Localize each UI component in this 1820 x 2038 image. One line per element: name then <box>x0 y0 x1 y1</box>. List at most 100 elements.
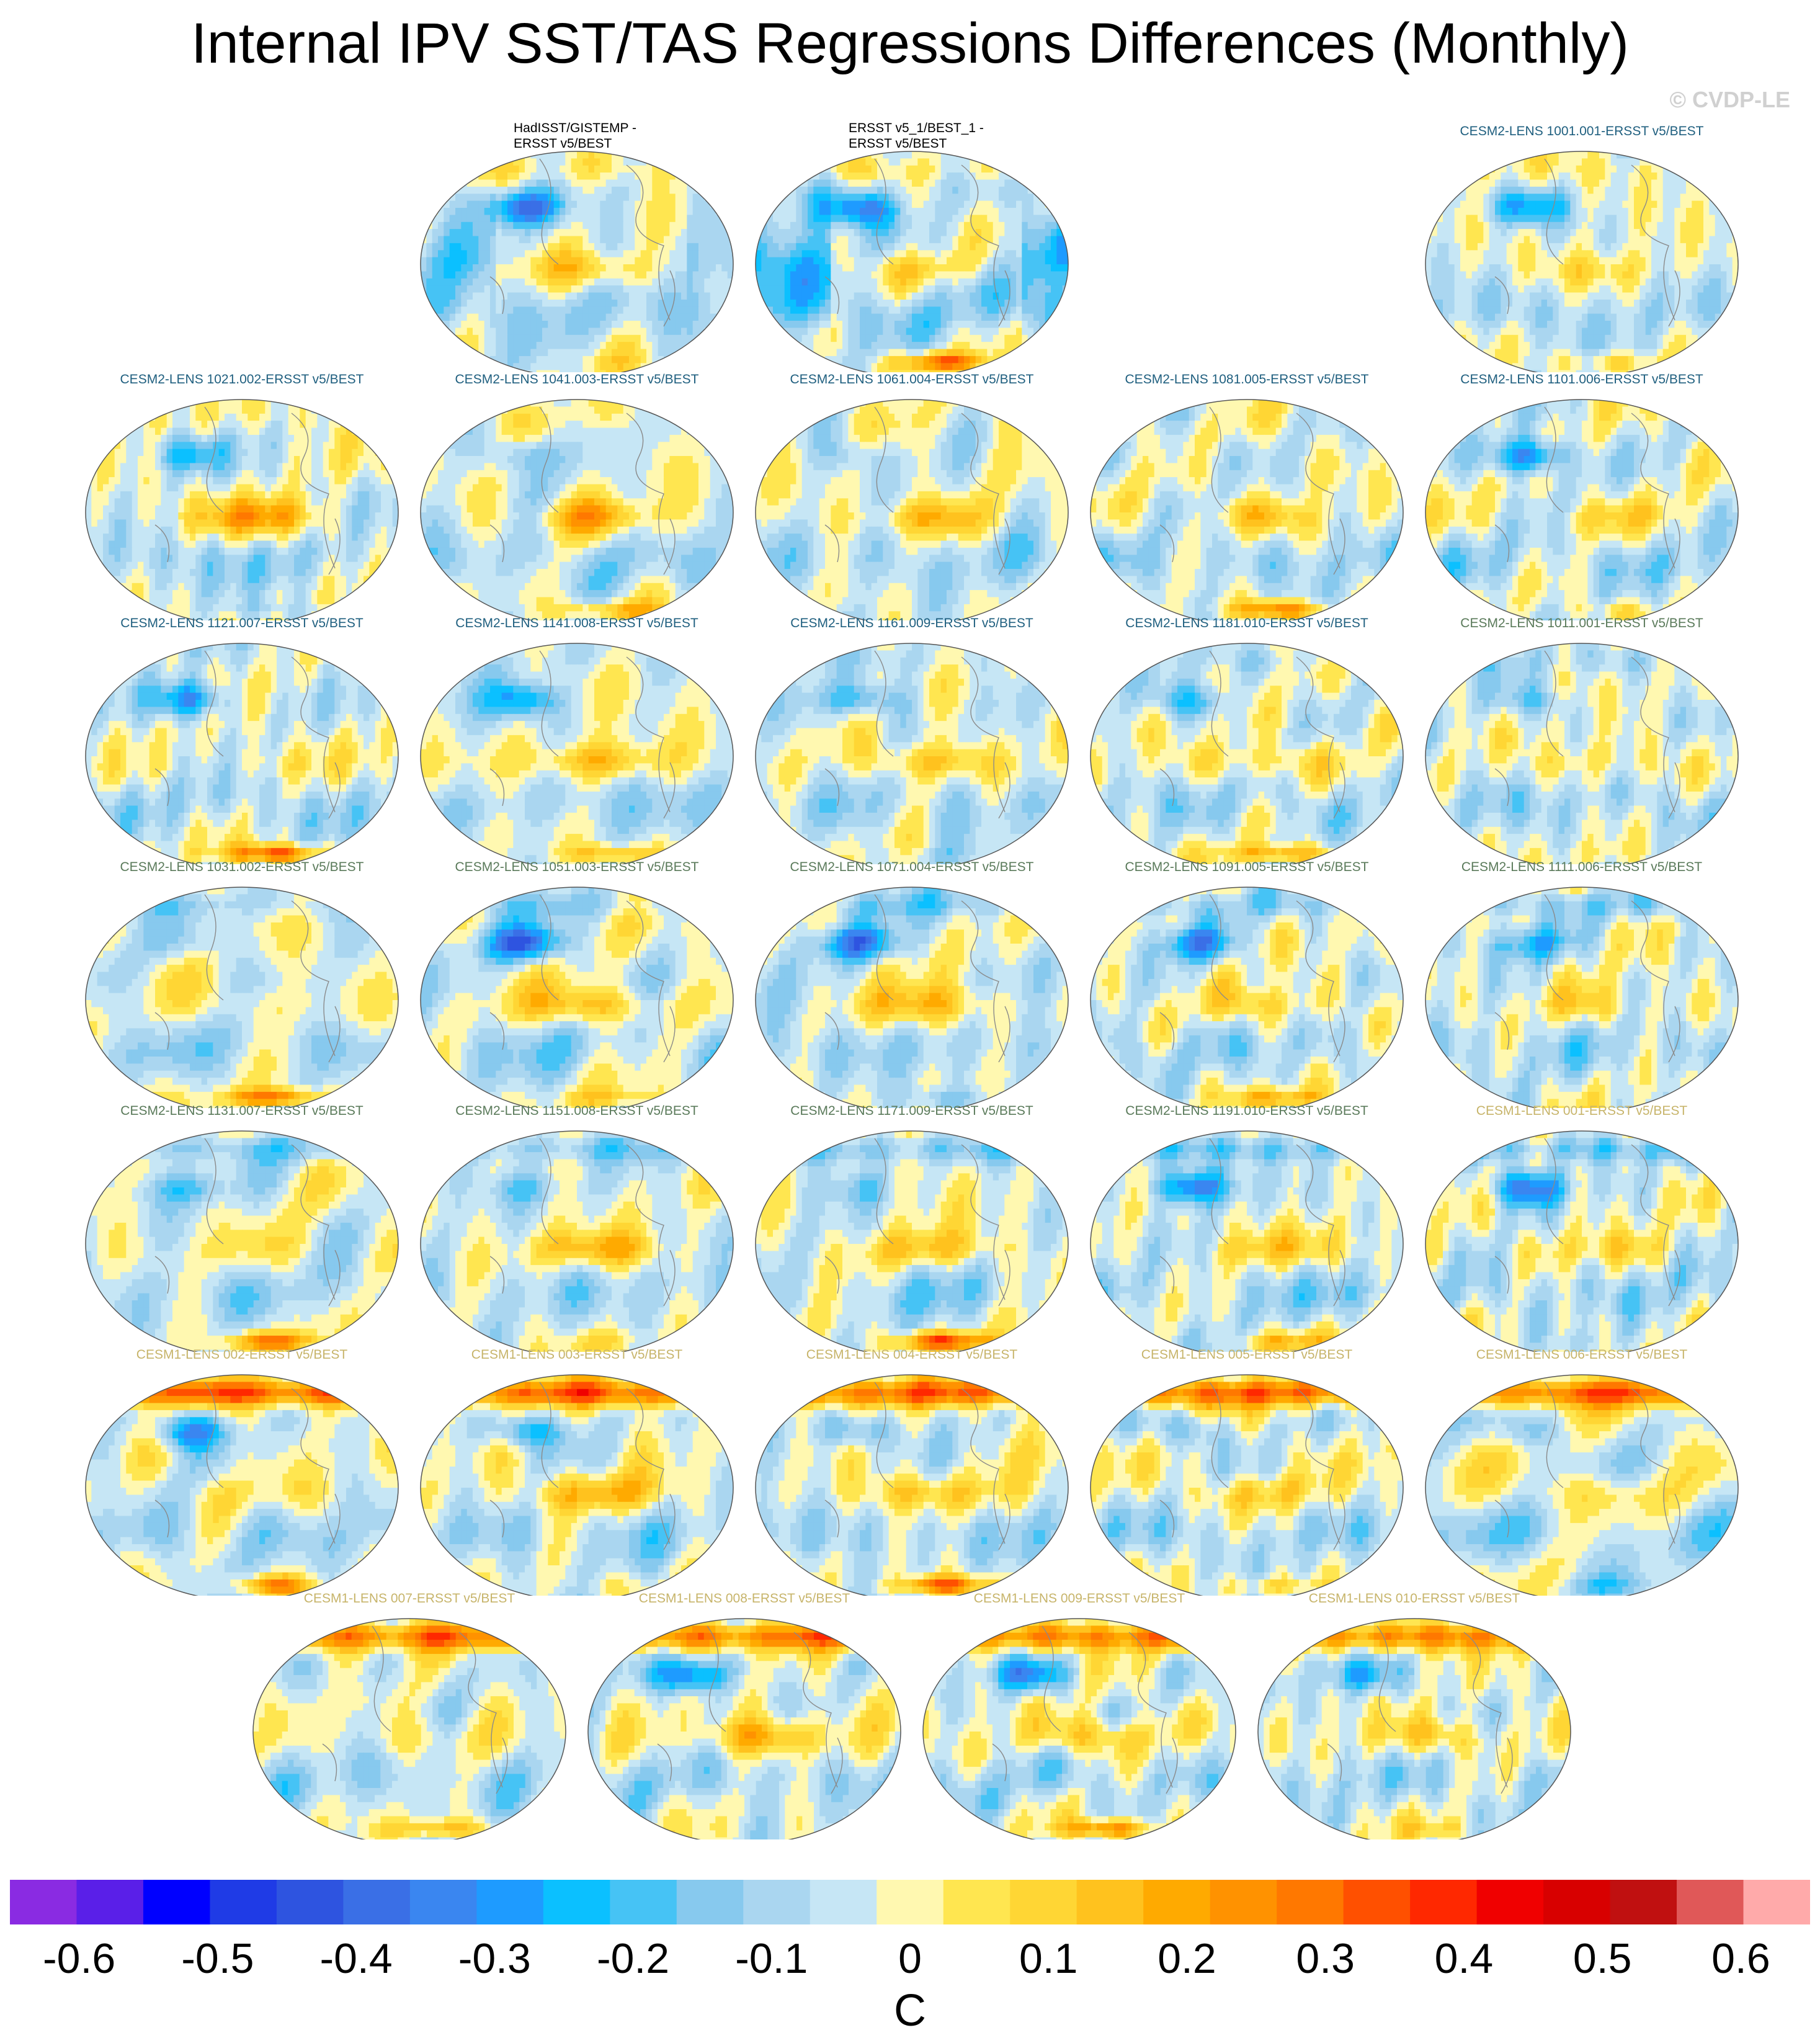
global-map <box>1090 1374 1404 1596</box>
panel-title: CESM1-LENS 002-ERSST v5/BEST <box>74 1347 409 1362</box>
global-map <box>922 1618 1236 1839</box>
colorbar-tick-label: 0.2 <box>1158 1934 1216 1983</box>
panel-title: CESM1-LENS 007-ERSST v5/BEST <box>242 1591 577 1606</box>
map-panel: CESM2-LENS 1051.003-ERSST v5/BEST <box>409 860 744 1108</box>
map-panel: CESM2-LENS 1151.008-ERSST v5/BEST <box>409 1104 744 1352</box>
panel-title: CESM2-LENS 1151.008-ERSST v5/BEST <box>409 1104 744 1119</box>
colorbar-tick-label: -0.4 <box>319 1934 392 1983</box>
map-panel: CESM2-LENS 1171.009-ERSST v5/BEST <box>744 1104 1079 1352</box>
colorbar-swatch <box>409 1880 477 1924</box>
panel-title: CESM2-LENS 1081.005-ERSST v5/BEST <box>1079 372 1414 387</box>
panel-title: CESM2-LENS 1041.003-ERSST v5/BEST <box>409 372 744 387</box>
map-panel: CESM2-LENS 1101.006-ERSST v5/BEST <box>1414 372 1749 620</box>
global-map <box>420 1374 734 1596</box>
panel-title: CESM2-LENS 1101.006-ERSST v5/BEST <box>1414 372 1749 387</box>
colorbar-swatch <box>1010 1880 1077 1924</box>
colorbar-swatch <box>1076 1880 1144 1924</box>
map-panel: CESM2-LENS 1091.005-ERSST v5/BEST <box>1079 860 1414 1108</box>
global-map <box>1090 399 1404 620</box>
panel-title: CESM1-LENS 004-ERSST v5/BEST <box>744 1347 1079 1362</box>
global-map <box>420 1130 734 1352</box>
panel-title: CESM1-LENS 008-ERSST v5/BEST <box>577 1591 912 1606</box>
global-map <box>252 1618 566 1839</box>
panel-title: CESM2-LENS 1161.009-ERSST v5/BEST <box>744 616 1079 631</box>
global-map <box>85 643 399 864</box>
map-panel: CESM1-LENS 006-ERSST v5/BEST <box>1414 1347 1749 1596</box>
colorbar-tick-label: -0.1 <box>735 1934 808 1983</box>
colorbar-swatch <box>877 1880 944 1924</box>
panel-title: CESM2-LENS 1021.002-ERSST v5/BEST <box>74 372 409 387</box>
panel-title: CESM2-LENS 1141.008-ERSST v5/BEST <box>409 616 744 631</box>
global-map <box>420 399 734 620</box>
map-panel: CESM1-LENS 010-ERSST v5/BEST <box>1247 1591 1582 1839</box>
global-map <box>755 399 1069 620</box>
global-map <box>85 1374 399 1596</box>
colorbar-tick-label: 0.6 <box>1711 1934 1770 1983</box>
page-title: Internal IPV SST/TAS Regressions Differe… <box>0 11 1820 76</box>
panel-title: CESM2-LENS 1031.002-ERSST v5/BEST <box>74 860 409 875</box>
global-map <box>85 399 399 620</box>
map-panel: CESM2-LENS 1041.003-ERSST v5/BEST <box>409 372 744 620</box>
map-panel: CESM1-LENS 002-ERSST v5/BEST <box>74 1347 409 1596</box>
colorbar-swatch <box>210 1880 277 1924</box>
colorbar-swatch <box>1543 1880 1611 1924</box>
colorbar-tick-label: 0.4 <box>1435 1934 1494 1983</box>
panel-title: CESM1-LENS 003-ERSST v5/BEST <box>409 1347 744 1362</box>
panel-title: CESM2-LENS 1171.009-ERSST v5/BEST <box>744 1104 1079 1119</box>
global-map <box>755 151 1069 372</box>
global-map <box>755 887 1069 1108</box>
global-map <box>420 151 734 372</box>
panel-title: CESM2-LENS 1011.001-ERSST v5/BEST <box>1414 616 1749 631</box>
panel-title: CESM2-LENS 1131.007-ERSST v5/BEST <box>74 1104 409 1119</box>
colorbar-swatch <box>1410 1880 1478 1924</box>
global-map <box>1425 887 1739 1108</box>
colorbar-swatch <box>343 1880 411 1924</box>
map-panel: CESM1-LENS 005-ERSST v5/BEST <box>1079 1347 1414 1596</box>
colorbar-swatch <box>943 1880 1010 1924</box>
panel-title: ERSST v5_1/BEST_1 - ERSST v5/BEST <box>849 120 984 151</box>
colorbar-tick-label: 0.1 <box>1019 1934 1078 1983</box>
map-panel: CESM2-LENS 1131.007-ERSST v5/BEST <box>74 1104 409 1352</box>
map-panel: CESM1-LENS 004-ERSST v5/BEST <box>744 1347 1079 1596</box>
map-panel: CESM1-LENS 007-ERSST v5/BEST <box>242 1591 577 1839</box>
global-map <box>755 1130 1069 1352</box>
map-panel: CESM2-LENS 1071.004-ERSST v5/BEST <box>744 860 1079 1108</box>
global-map <box>85 887 399 1108</box>
colorbar-tick-label: 0.3 <box>1296 1934 1355 1983</box>
global-map <box>85 1130 399 1352</box>
global-map <box>420 887 734 1108</box>
global-map <box>1425 1130 1739 1352</box>
panel-title: CESM1-LENS 001-ERSST v5/BEST <box>1414 1104 1749 1119</box>
panel-title: CESM2-LENS 1111.006-ERSST v5/BEST <box>1414 860 1749 875</box>
map-panel: CESM2-LENS 1001.001-ERSST v5/BEST <box>1414 124 1749 372</box>
colorbar-swatch <box>10 1880 77 1924</box>
global-map <box>755 1374 1069 1596</box>
map-panel: CESM2-LENS 1061.004-ERSST v5/BEST <box>744 372 1079 620</box>
colorbar <box>10 1880 1810 1924</box>
map-panel: CESM1-LENS 003-ERSST v5/BEST <box>409 1347 744 1596</box>
colorbar-swatch <box>610 1880 677 1924</box>
global-map <box>1425 151 1739 372</box>
global-map <box>1425 399 1739 620</box>
map-panel: CESM2-LENS 1181.010-ERSST v5/BEST <box>1079 616 1414 864</box>
map-panel: CESM2-LENS 1021.002-ERSST v5/BEST <box>74 372 409 620</box>
global-map <box>420 643 734 864</box>
map-panel: CESM2-LENS 1161.009-ERSST v5/BEST <box>744 616 1079 864</box>
panel-title: CESM2-LENS 1121.007-ERSST v5/BEST <box>74 616 409 631</box>
map-panel: HadISST/GISTEMP - ERSST v5/BEST <box>409 121 744 372</box>
global-map <box>755 643 1069 864</box>
panel-title: CESM2-LENS 1191.010-ERSST v5/BEST <box>1079 1104 1414 1119</box>
colorbar-swatch <box>1743 1880 1810 1924</box>
colorbar-swatch <box>1343 1880 1411 1924</box>
colorbar-tick-label: -0.2 <box>597 1934 669 1983</box>
colorbar-units-label: C <box>0 1985 1820 2036</box>
colorbar-tick-label: 0.5 <box>1573 1934 1632 1983</box>
map-panel: CESM2-LENS 1121.007-ERSST v5/BEST <box>74 616 409 864</box>
map-panel: CESM1-LENS 001-ERSST v5/BEST <box>1414 1104 1749 1352</box>
colorbar-tick-label: -0.5 <box>181 1934 254 1983</box>
colorbar-swatch <box>476 1880 544 1924</box>
panel-title: CESM1-LENS 005-ERSST v5/BEST <box>1079 1347 1414 1362</box>
colorbar-tick-label: -0.6 <box>43 1934 115 1983</box>
map-panel: CESM2-LENS 1031.002-ERSST v5/BEST <box>74 860 409 1108</box>
panel-title: HadISST/GISTEMP - ERSST v5/BEST <box>514 120 636 151</box>
